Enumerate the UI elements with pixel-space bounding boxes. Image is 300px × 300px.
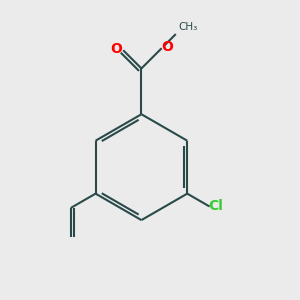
Text: O: O [161,40,173,54]
Text: O: O [110,42,122,56]
Text: Cl: Cl [208,199,223,213]
Text: CH₃: CH₃ [179,22,198,32]
